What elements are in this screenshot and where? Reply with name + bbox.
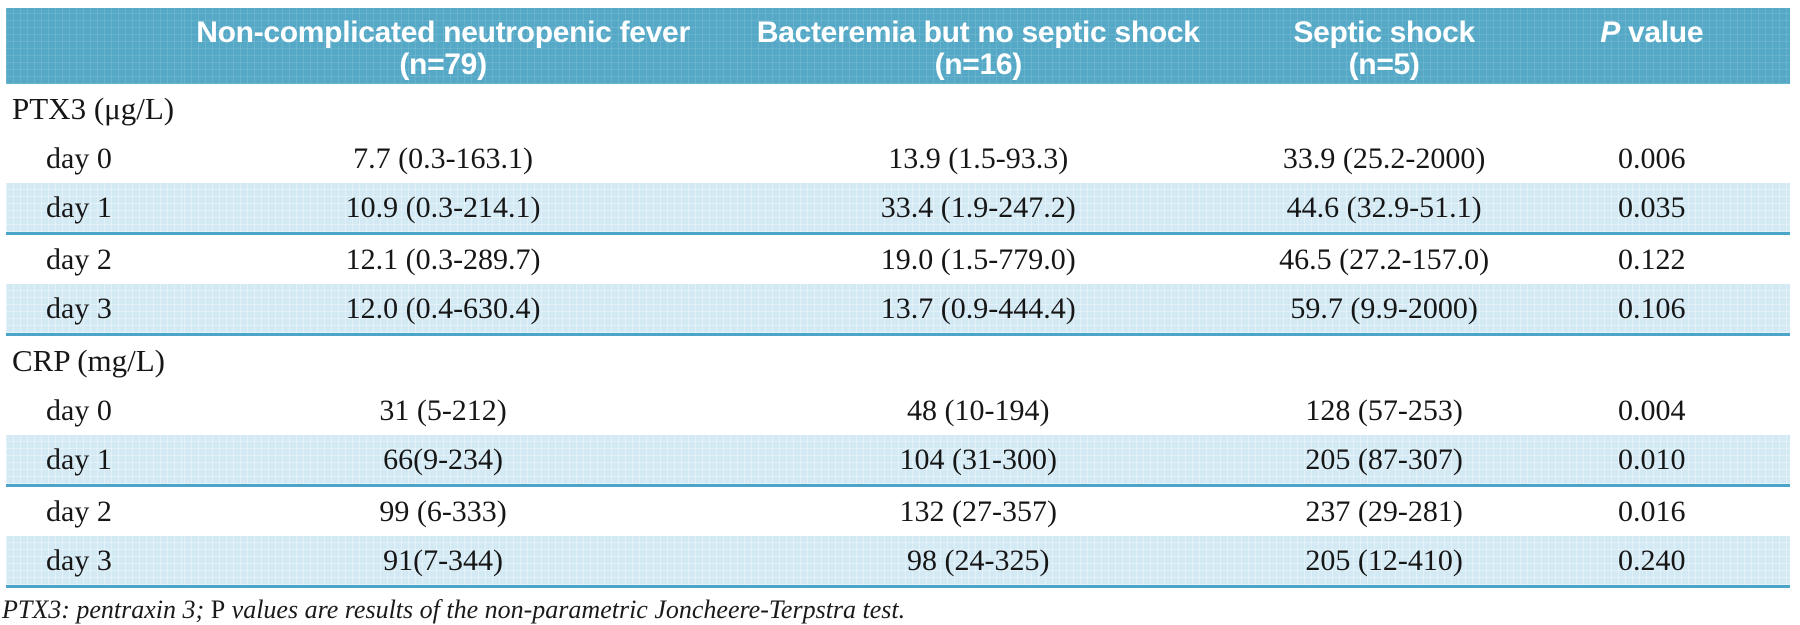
section-title: CRP (mg/L): [12, 343, 166, 378]
value-cell: 0.106: [1513, 284, 1790, 336]
value-cell: 237 (29-281): [1305, 494, 1463, 528]
footnote-part: PTX3: pentraxin 3;: [2, 595, 211, 624]
table-row: day 1 10.9 (0.3-214.1) 33.4 (1.9-247.2) 44.…: [6, 183, 1790, 235]
value-cell: 128 (57-253): [1305, 393, 1463, 427]
header-title: P value: [1517, 17, 1786, 49]
value-cell: 98 (24-325): [701, 536, 1255, 588]
value-cell: 205 (12-410): [1254, 536, 1514, 588]
row-label: day 1: [6, 183, 185, 235]
section-title: PTX3 (μg/L): [12, 91, 175, 126]
value-cell: 0.004: [1617, 393, 1686, 427]
header-subtitle: (n=16): [934, 48, 1023, 81]
value-cell: 19.0 (1.5-779.0): [880, 242, 1076, 276]
row-label: day 3: [6, 284, 185, 336]
value-cell: 0.240: [1513, 536, 1790, 588]
header-title: Non-complicated neutropenic fever: [188, 17, 697, 49]
value-cell: 0.006: [1617, 141, 1686, 175]
table-row: day 2 99 (6-333) 132 (27-357) 237 (29-281) 0…: [6, 486, 1790, 537]
header-title: Bacteremia but no septic shock: [706, 17, 1251, 49]
row-label: day 0: [46, 141, 112, 175]
header-subtitle: (n=79): [399, 48, 487, 81]
footnote-part: P: [210, 595, 226, 624]
header-title-part: Non-complicated neutropenic fever: [196, 16, 690, 49]
value-cell: 10.9 (0.3-214.1): [184, 183, 702, 235]
header-title-part: Septic shock: [1293, 16, 1475, 49]
value-cell: 13.9 (1.5-93.3): [888, 141, 1069, 175]
value-cell: 205 (87-307): [1254, 435, 1514, 487]
value-cell: 33.9 (25.2-2000): [1282, 141, 1486, 175]
value-cell: 12.1 (0.3-289.7): [345, 242, 541, 276]
header-cell: P value: [1513, 8, 1790, 84]
header-subtitle: (n=5): [1348, 48, 1420, 81]
row-label: day 2: [46, 494, 112, 528]
row-label: day 3: [6, 536, 185, 588]
header-cell: Septic shock (n=5): [1255, 8, 1514, 84]
value-cell: 99 (6-333): [379, 494, 507, 528]
value-cell: 44.6 (32.9-51.1): [1254, 183, 1514, 235]
value-cell: 46.5 (27.2-157.0): [1279, 242, 1490, 276]
table-row: day 0 7.7 (0.3-163.1) 13.9 (1.5-93.3) 33.9 …: [6, 134, 1790, 183]
header-title-part: Bacteremia but no septic shock: [756, 16, 1200, 49]
row-label: day 1: [6, 435, 185, 487]
value-cell: 0.035: [1513, 183, 1790, 235]
row-label: day 2: [46, 242, 112, 276]
table-header: Non-complicated neutropenic fever (n=79) B…: [6, 8, 1790, 84]
value-cell: 104 (31-300): [701, 435, 1255, 487]
header-row: Non-complicated neutropenic fever (n=79) B…: [6, 8, 1790, 84]
value-cell: 132 (27-357): [899, 494, 1057, 528]
value-cell: 0.122: [1617, 242, 1686, 276]
header-cell: Bacteremia but no septic shock (n=16): [702, 8, 1255, 84]
table-row: day 0 31 (5-212) 48 (10-194) 128 (57-253) 0.…: [6, 386, 1790, 435]
value-cell: 0.016: [1617, 494, 1686, 528]
header-cell-rowlabel: [6, 8, 184, 84]
value-cell: 13.7 (0.9-444.4): [701, 284, 1255, 336]
table-body: PTX3 (μg/L) day 0 7.7 (0.3-163.1) 13.9 (1.5…: [6, 84, 1790, 588]
footnote-part: values are results of the non-parametric…: [225, 595, 906, 624]
table-row: day 3 91(7-344) 98 (24-325) 205 (12-410) 0.2…: [6, 536, 1790, 588]
header-cell: Non-complicated neutropenic fever (n=79): [184, 8, 701, 84]
header-title: Septic shock: [1259, 17, 1510, 49]
value-cell: 0.010: [1513, 435, 1790, 487]
section-header-row: PTX3 (μg/L): [6, 84, 1790, 134]
value-cell: 12.0 (0.4-630.4): [184, 284, 702, 336]
value-cell: 91(7-344): [184, 536, 702, 588]
table-footnote: PTX3: pentraxin 3; P values are results …: [0, 588, 1800, 625]
value-cell: 31 (5-212): [379, 393, 507, 427]
value-cell: 66(9-234): [184, 435, 702, 487]
table-row: day 3 12.0 (0.4-630.4) 13.7 (0.9-444.4) 59.…: [6, 284, 1790, 336]
value-cell: 59.7 (9.9-2000): [1254, 284, 1514, 336]
table-row: day 1 66(9-234) 104 (31-300) 205 (87-307) 0.…: [6, 435, 1790, 487]
header-title-part: P: [1600, 16, 1620, 49]
row-label: day 0: [46, 393, 112, 427]
value-cell: 48 (10-194): [907, 393, 1050, 427]
table-row: day 2 12.1 (0.3-289.7) 19.0 (1.5-779.0) 46.…: [6, 234, 1790, 285]
table-container: Non-complicated neutropenic fever (n=79) B…: [6, 8, 1790, 588]
value-cell: 7.7 (0.3-163.1): [353, 141, 534, 175]
section-header-row: CRP (mg/L): [6, 335, 1790, 387]
header-title-part: value: [1619, 16, 1704, 49]
value-cell: 33.4 (1.9-247.2): [701, 183, 1255, 235]
results-table: Non-complicated neutropenic fever (n=79) B…: [6, 8, 1790, 588]
